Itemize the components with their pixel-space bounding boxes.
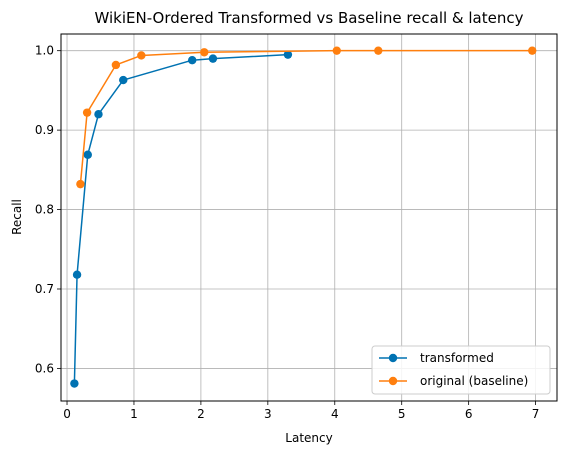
data-point bbox=[374, 46, 383, 55]
y-tick-label: 0.6 bbox=[35, 361, 54, 375]
y-tick-label: 0.7 bbox=[35, 282, 54, 296]
y-axis-label: Recall bbox=[10, 199, 24, 235]
plot-area bbox=[61, 34, 557, 401]
x-tick-label: 0 bbox=[63, 407, 71, 421]
data-point bbox=[528, 46, 537, 55]
data-point bbox=[111, 60, 121, 70]
x-tick-label: 6 bbox=[465, 407, 473, 421]
grid bbox=[61, 34, 557, 401]
x-tick-label: 1 bbox=[130, 407, 138, 421]
x-tick-label: 2 bbox=[197, 407, 205, 421]
legend-label: transformed bbox=[420, 351, 494, 365]
y-tick-label: 0.9 bbox=[35, 123, 54, 137]
legend-label: original (baseline) bbox=[420, 374, 528, 388]
data-point bbox=[332, 46, 341, 55]
data-point bbox=[200, 48, 209, 57]
x-tick-label: 4 bbox=[331, 407, 339, 421]
series-0 bbox=[70, 50, 293, 388]
legend-entry: original (baseline) bbox=[379, 374, 528, 388]
y-tick-label: 1.0 bbox=[35, 44, 54, 58]
chart-title: WikiEN-Ordered Transformed vs Baseline r… bbox=[95, 9, 524, 27]
data-point bbox=[70, 379, 79, 388]
data-point bbox=[187, 56, 197, 65]
x-tick-label: 7 bbox=[532, 407, 540, 421]
data-point bbox=[72, 270, 82, 279]
x-tick-label: 5 bbox=[398, 407, 406, 421]
data-point bbox=[283, 50, 293, 59]
data-point bbox=[137, 51, 146, 60]
x-tick-label: 3 bbox=[264, 407, 272, 421]
series-1 bbox=[76, 46, 537, 189]
x-axis-ticks: 0 1 2 3 4 5 6 7 bbox=[63, 401, 539, 421]
y-tick-label: 0.8 bbox=[35, 203, 54, 217]
legend-box bbox=[371, 345, 551, 395]
series-layer bbox=[70, 46, 537, 388]
series-line bbox=[79, 49, 533, 185]
data-point bbox=[94, 110, 103, 119]
data-point bbox=[119, 75, 128, 85]
data-point bbox=[76, 179, 85, 189]
data-point bbox=[208, 54, 218, 63]
legend: transformed original (baseline) bbox=[371, 345, 551, 395]
y-axis-ticks: 0.6 0.7 0.8 0.9 1.0 bbox=[35, 44, 61, 375]
data-point bbox=[82, 108, 92, 117]
legend-entry: transformed bbox=[379, 351, 494, 365]
x-axis-label: Latency bbox=[285, 431, 332, 445]
legend-marker bbox=[388, 376, 398, 386]
legend-marker bbox=[388, 353, 398, 363]
data-point bbox=[83, 150, 92, 159]
plot-frame bbox=[60, 33, 558, 402]
